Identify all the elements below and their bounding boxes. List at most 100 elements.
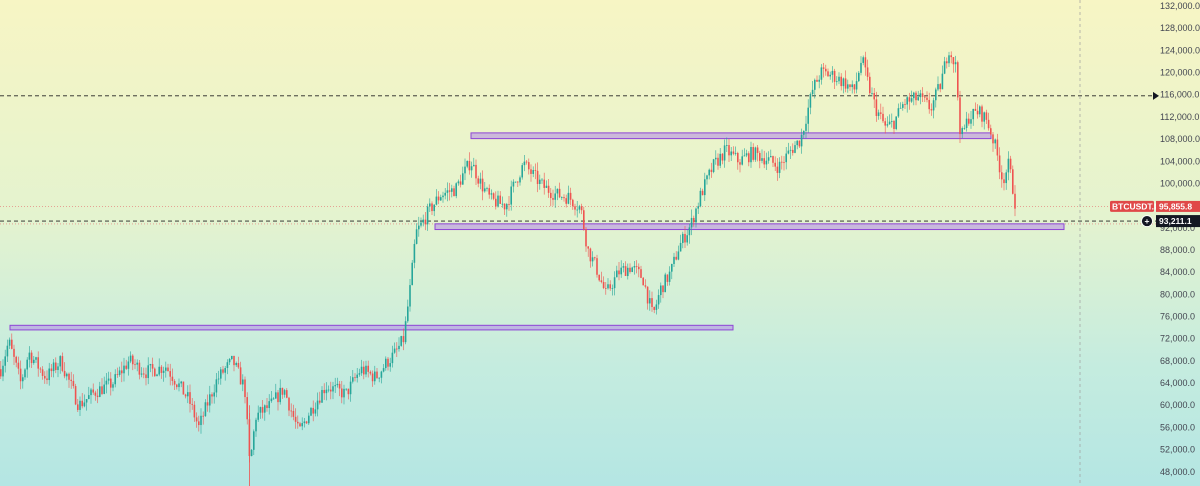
candle	[156, 373, 158, 377]
y-axis-tick-label: 124,000.0	[1160, 45, 1200, 55]
add-alert-icon[interactable]	[1141, 215, 1153, 227]
candle	[237, 356, 240, 369]
candle	[422, 214, 424, 227]
candle	[666, 274, 669, 286]
candle	[653, 306, 655, 314]
candle	[268, 394, 270, 415]
y-axis-tick-label: 120,000.0	[1160, 68, 1200, 78]
candle	[72, 374, 75, 389]
candle	[618, 261, 620, 281]
y-axis-tick-label: 112,000.0	[1160, 112, 1199, 122]
candle	[798, 140, 801, 149]
candle	[103, 376, 105, 395]
candle	[994, 138, 996, 149]
support-resistance-zone[interactable]	[9, 324, 734, 331]
candle	[316, 392, 319, 417]
candle	[444, 188, 446, 200]
candle	[893, 119, 895, 134]
candle	[583, 206, 585, 231]
candle	[853, 83, 856, 94]
candle	[136, 359, 138, 372]
candle	[112, 382, 114, 392]
candle	[319, 391, 321, 405]
candle	[726, 137, 728, 152]
candle	[217, 370, 220, 385]
candle	[151, 357, 154, 377]
y-axis-tick-label: 80,000.0	[1160, 289, 1195, 299]
candle	[752, 143, 754, 162]
y-axis-tick-label: 132,000.0	[1160, 1, 1200, 11]
candle	[182, 381, 185, 395]
candle	[607, 278, 609, 290]
candle	[851, 80, 853, 94]
candle	[488, 184, 490, 199]
candle	[836, 76, 838, 86]
candle	[63, 362, 66, 379]
candle	[171, 368, 174, 386]
y-axis-tick-label: 128,000.0	[1160, 23, 1200, 33]
candle	[314, 402, 317, 417]
support-resistance-zone[interactable]	[470, 132, 992, 140]
candle	[440, 194, 442, 202]
candle	[55, 357, 57, 374]
candle	[576, 200, 578, 218]
candle	[429, 198, 431, 213]
candle	[739, 159, 741, 173]
candle	[811, 81, 814, 97]
candle	[448, 182, 451, 201]
candle	[363, 361, 365, 380]
candle	[860, 56, 862, 76]
candle	[77, 398, 79, 413]
candle	[134, 359, 136, 370]
candle	[902, 101, 904, 111]
candle	[277, 390, 279, 411]
candle	[1001, 165, 1003, 188]
candle	[264, 404, 266, 421]
candle	[226, 359, 229, 375]
candle	[737, 151, 739, 170]
y-axis-tick-label: 84,000.0	[1160, 267, 1195, 277]
candle	[926, 91, 928, 103]
candle	[519, 175, 521, 186]
crosshair-price-badge[interactable]: + 93,211.1	[1141, 215, 1200, 228]
candle	[950, 51, 952, 64]
candle	[167, 363, 169, 372]
candle	[532, 166, 534, 178]
candle	[644, 279, 647, 289]
candle	[123, 357, 125, 382]
candle	[200, 408, 202, 434]
candle	[457, 179, 460, 186]
support-resistance-zone[interactable]	[434, 223, 1065, 231]
candle	[2, 359, 4, 382]
candle	[1012, 165, 1014, 195]
candle	[24, 368, 26, 380]
candle	[776, 158, 779, 181]
candle	[591, 251, 594, 267]
candle	[829, 71, 831, 80]
candle	[253, 429, 255, 456]
candle	[959, 90, 961, 143]
candle	[807, 99, 809, 133]
candle	[585, 227, 587, 252]
candle	[891, 113, 893, 128]
candle	[39, 367, 42, 373]
candle	[468, 152, 471, 175]
candle	[367, 360, 369, 378]
candle	[858, 70, 860, 83]
candle	[543, 172, 545, 195]
symbol-last-price-badge[interactable]: BTCUSDT.P 95,855.8	[1110, 200, 1200, 212]
candle	[686, 229, 688, 246]
candle	[677, 245, 680, 261]
candle	[19, 360, 22, 390]
candle	[616, 265, 618, 278]
candle	[624, 261, 627, 277]
candle	[325, 382, 328, 401]
candle	[908, 92, 911, 110]
candle	[462, 166, 464, 185]
candle	[554, 185, 556, 208]
candle	[983, 111, 985, 130]
candle	[561, 196, 563, 201]
candle	[228, 357, 231, 365]
